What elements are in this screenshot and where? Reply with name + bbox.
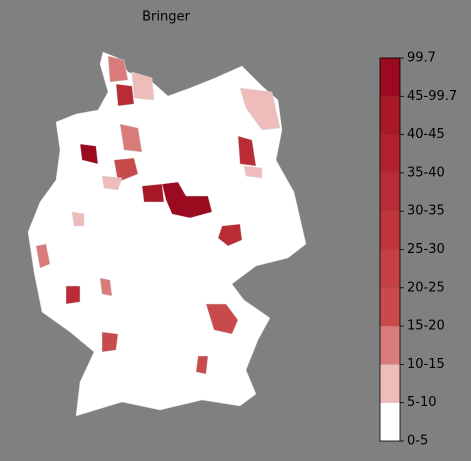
map-title: Bringer — [142, 10, 190, 25]
colorbar-segment — [380, 96, 400, 135]
colorbar-label: 5-10 — [407, 395, 437, 410]
colorbar-label: 40-45 — [407, 127, 445, 142]
district — [131, 71, 155, 101]
district — [99, 277, 113, 297]
district — [161, 181, 213, 219]
colorbar-label: 10-15 — [407, 357, 445, 372]
district — [217, 223, 243, 247]
district — [119, 123, 143, 153]
district — [243, 165, 263, 179]
colorbar-segment — [380, 326, 400, 365]
colorbar-segment — [380, 211, 400, 250]
colorbar-segment — [380, 58, 400, 97]
colorbar-label: 45-99.7 — [407, 89, 457, 104]
district — [65, 285, 81, 305]
district — [141, 183, 165, 203]
district — [113, 157, 139, 183]
colorbar-label: 20-25 — [407, 280, 445, 295]
district — [239, 87, 281, 131]
district — [195, 355, 209, 375]
colorbar-segment — [380, 287, 400, 327]
colorbar: 0-5 5-10 10-15 15-20 20-25 25-30 30-35 35-40 40-… — [379, 51, 457, 449]
germany-map — [27, 51, 307, 417]
district — [107, 55, 129, 83]
colorbar-label: 25-30 — [407, 242, 445, 257]
colorbar-segment — [380, 134, 400, 173]
colorbar-label: 99.7 — [407, 51, 436, 66]
district — [237, 135, 257, 167]
colorbar-segment — [380, 249, 400, 288]
colorbar-segment — [380, 402, 400, 441]
district — [205, 303, 239, 335]
district — [79, 143, 99, 165]
district — [71, 211, 85, 227]
district — [101, 331, 119, 353]
district — [101, 175, 123, 191]
colorbar-label: 35-40 — [407, 165, 445, 180]
country-outline — [27, 51, 307, 417]
colorbar-label: 0-5 — [407, 434, 428, 449]
colorbar-label: 30-35 — [407, 204, 445, 219]
colorbar-segment — [380, 172, 400, 212]
colorbar-segment — [380, 364, 400, 403]
district — [115, 83, 135, 107]
colorbar-label: 15-20 — [407, 319, 445, 334]
district — [35, 243, 51, 269]
